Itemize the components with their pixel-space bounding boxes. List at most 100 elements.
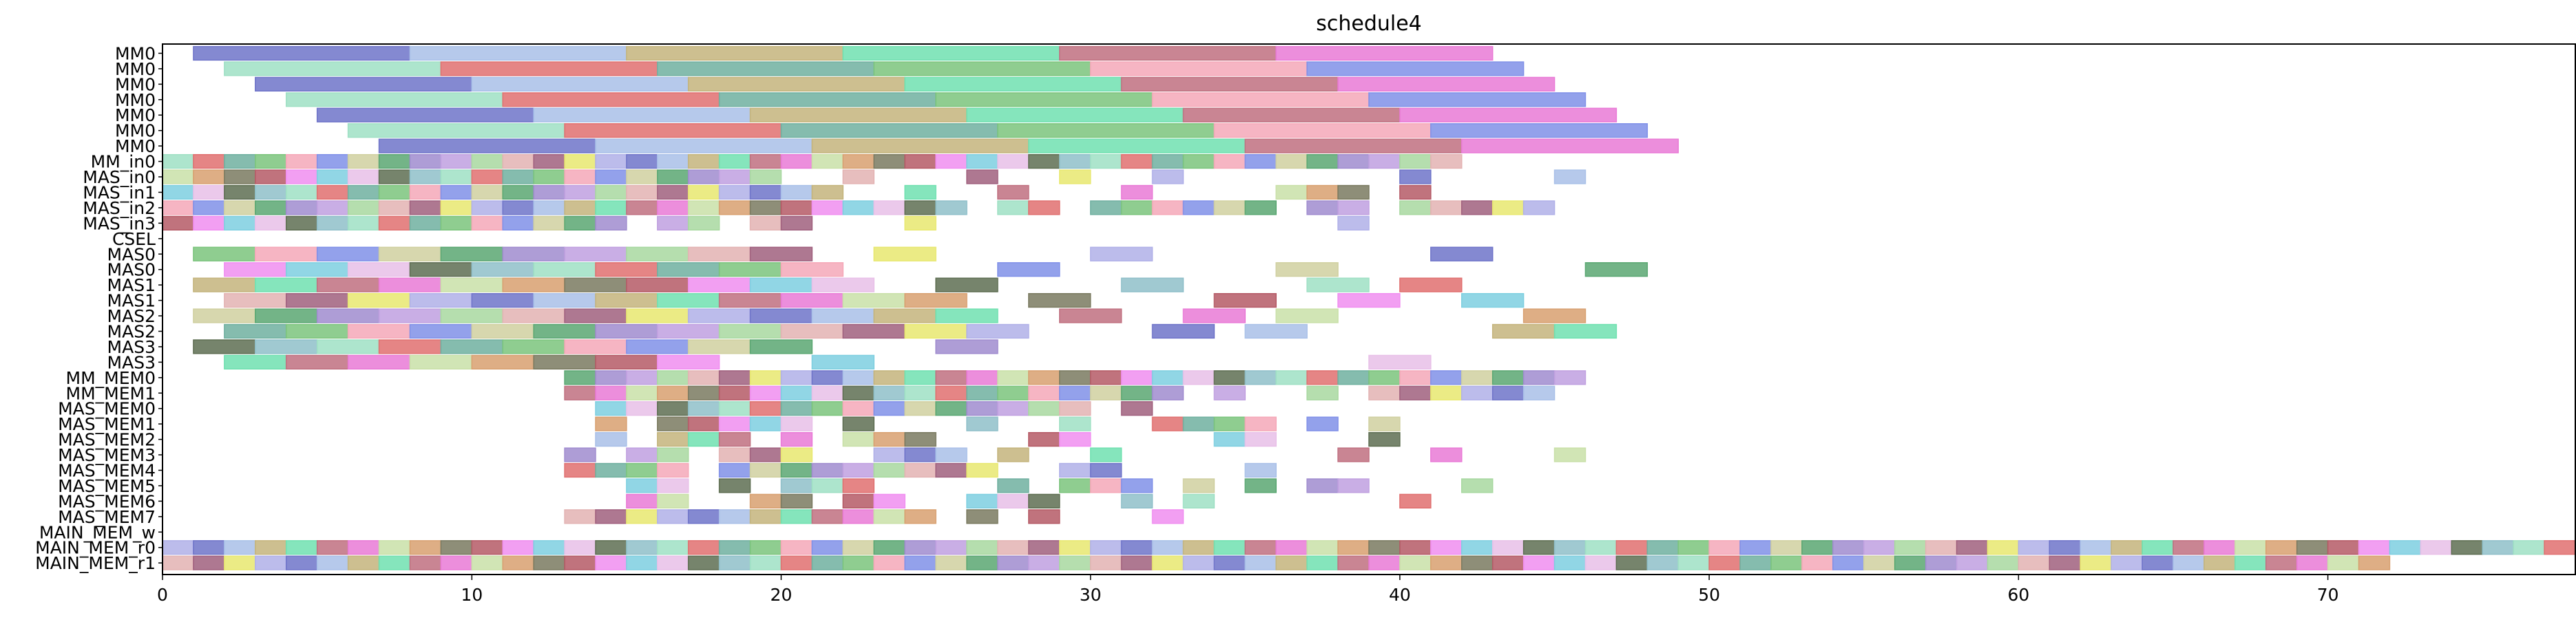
gantt-bar: [626, 493, 658, 509]
gantt-bar: [440, 308, 503, 323]
gantt-bar: [1615, 540, 1648, 555]
gantt-bar: [564, 447, 596, 462]
gantt-bar: [224, 354, 287, 370]
gantt-bar: [1151, 540, 1184, 555]
gantt-bar: [1244, 153, 1277, 169]
y-tick-label: MAS0: [107, 260, 156, 280]
gantt-bar: [440, 555, 472, 570]
gantt-bar: [595, 323, 658, 339]
gantt-bar: [1182, 370, 1215, 385]
gantt-bar: [2234, 540, 2267, 555]
gantt-bar: [1089, 246, 1153, 261]
y-tick-label: MAIN_MEM_r1: [35, 553, 156, 573]
gantt-bar: [1028, 431, 1060, 447]
gantt-bar: [749, 184, 782, 200]
gantt-bar: [904, 462, 936, 478]
gantt-bar: [780, 153, 813, 169]
gantt-bar: [595, 215, 627, 230]
gantt-bar: [657, 169, 689, 184]
gantt-bar: [378, 138, 596, 153]
gantt-bar: [749, 370, 782, 385]
gantt-bar: [657, 478, 689, 493]
gantt-bar: [1059, 555, 1091, 570]
gantt-bar: [780, 478, 813, 493]
gantt-bar: [440, 339, 503, 354]
gantt-bar: [1059, 308, 1122, 323]
gantt-bar: [1461, 138, 1679, 153]
gantt-bar: [873, 509, 905, 524]
gantt-bar: [1059, 401, 1091, 416]
gantt-bar: [1863, 540, 1896, 555]
gantt-bar: [255, 215, 287, 230]
gantt-bar: [749, 493, 782, 509]
gantt-bar: [1739, 540, 1772, 555]
gantt-bar: [657, 385, 689, 400]
gantt-bar: [687, 431, 720, 447]
gantt-bar: [626, 200, 658, 215]
gantt-bar: [1368, 385, 1401, 400]
gantt-bar: [255, 184, 287, 200]
gantt-bar: [2234, 555, 2267, 570]
gantt-bar: [1120, 153, 1153, 169]
gantt-bar: [1120, 540, 1153, 555]
gantt-bar: [409, 153, 442, 169]
y-tick-label: MAS_MEM3: [58, 445, 156, 465]
x-tick-label: 40: [1389, 585, 1411, 605]
y-tick-label: MM0: [115, 136, 156, 156]
gantt-bar: [1337, 215, 1370, 230]
gantt-bar: [749, 246, 813, 261]
gantt-bar: [718, 540, 751, 555]
gantt-bar: [1461, 292, 1525, 308]
gantt-bar: [657, 555, 689, 570]
gantt-bar: [842, 169, 875, 184]
gantt-bar: [780, 262, 844, 277]
gantt-bar: [347, 292, 411, 308]
gantt-bar: [2327, 555, 2360, 570]
gantt-bar: [626, 401, 658, 416]
gantt-bar: [1368, 354, 1432, 370]
gantt-bar: [1584, 555, 1617, 570]
gantt-bar: [1368, 153, 1401, 169]
gantt-bar: [1430, 370, 1463, 385]
gantt-bar: [1059, 385, 1091, 400]
gantt-bar: [780, 416, 813, 431]
gantt-bar: [1059, 540, 1091, 555]
gantt-bar: [811, 401, 844, 416]
gantt-bar: [564, 555, 596, 570]
gantt-bar: [502, 184, 534, 200]
gantt-bar: [347, 153, 380, 169]
gantt-bar: [1182, 540, 1215, 555]
gantt-bar: [1120, 493, 1153, 509]
gantt-bar: [347, 184, 380, 200]
gantt-bar: [2111, 540, 2143, 555]
gantt-bar: [1337, 76, 1556, 92]
gantt-bar: [1522, 370, 1556, 385]
gantt-bar: [162, 169, 194, 184]
gantt-bar: [904, 555, 936, 570]
gantt-bar: [811, 184, 844, 200]
gantt-bar: [749, 169, 782, 184]
gantt-bar: [502, 339, 565, 354]
gantt-bar: [687, 184, 720, 200]
gantt-bar: [1244, 323, 1308, 339]
x-tick-label: 60: [2007, 585, 2029, 605]
gantt-bar: [1120, 385, 1153, 400]
gantt-bar: [657, 401, 689, 416]
gantt-bar: [749, 308, 813, 323]
gantt-bar: [162, 540, 194, 555]
gantt-bar: [657, 447, 689, 462]
gantt-bar: [687, 169, 720, 184]
gantt-bar: [657, 462, 689, 478]
gantt-bar: [2018, 540, 2051, 555]
y-tick-label: MAIN_MEM_w: [39, 522, 156, 542]
gantt-bar: [564, 370, 596, 385]
gantt-bar: [1151, 92, 1370, 107]
gantt-bar: [935, 540, 967, 555]
gantt-bar: [904, 76, 1122, 92]
gantt-bar: [626, 339, 689, 354]
gantt-bar: [626, 169, 658, 184]
gantt-bar: [997, 184, 1029, 200]
gantt-bar: [1522, 385, 1556, 400]
gantt-bar: [1306, 277, 1370, 292]
gantt-bar: [935, 92, 1153, 107]
